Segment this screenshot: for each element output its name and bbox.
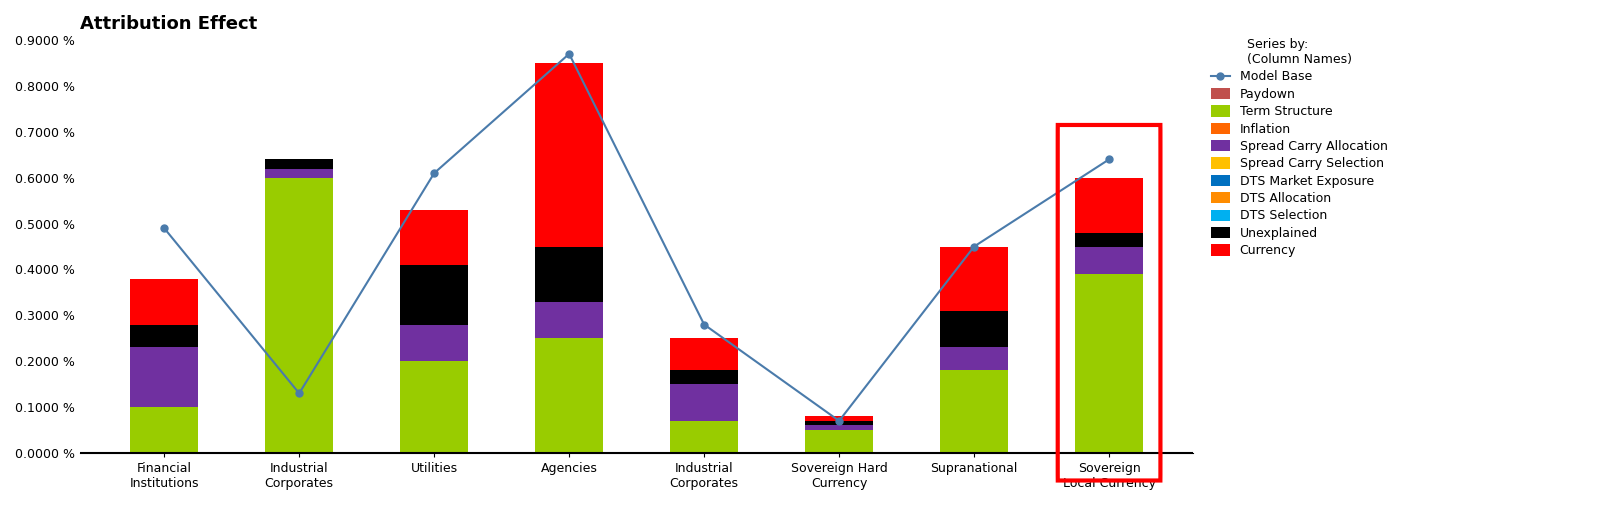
Bar: [536, 338, 602, 453]
Text: Attribution Effect: Attribution Effect: [80, 15, 256, 33]
Bar: [1076, 178, 1143, 233]
Bar: [130, 347, 198, 407]
Bar: [130, 407, 198, 453]
Bar: [805, 430, 873, 453]
Bar: [401, 361, 467, 453]
Bar: [940, 347, 1008, 370]
Bar: [940, 311, 1008, 347]
Bar: [536, 63, 602, 246]
Bar: [536, 301, 602, 338]
Bar: [670, 370, 738, 384]
Bar: [940, 246, 1008, 311]
Bar: [266, 178, 333, 453]
Bar: [1076, 233, 1143, 246]
Bar: [805, 421, 873, 425]
Bar: [266, 169, 333, 178]
Bar: [805, 416, 873, 421]
Bar: [130, 279, 198, 325]
Bar: [670, 384, 738, 421]
Bar: [130, 325, 198, 347]
Bar: [805, 425, 873, 430]
Bar: [670, 338, 738, 370]
Bar: [401, 265, 467, 325]
Bar: [401, 210, 467, 265]
Bar: [401, 325, 467, 361]
Bar: [266, 160, 333, 169]
Bar: [536, 246, 602, 301]
Bar: [940, 370, 1008, 453]
Bar: [670, 421, 738, 453]
Bar: [1076, 246, 1143, 274]
Legend: Model Base, Paydown, Term Structure, Inflation, Spread Carry Allocation, Spread : Model Base, Paydown, Term Structure, Inf…: [1211, 38, 1388, 257]
Bar: [1076, 274, 1143, 453]
